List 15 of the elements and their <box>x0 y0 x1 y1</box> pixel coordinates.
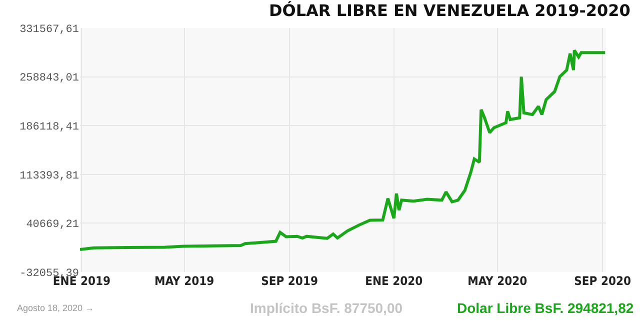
y-tick-label: 113393,81 <box>20 170 80 182</box>
x-tick-label: SEP 2019 <box>261 274 318 288</box>
text: Agosto 18, 2020 → <box>17 303 94 313</box>
y-tick-label: 258843,01 <box>20 72 80 85</box>
x-tick-label: MAY 2019 <box>154 274 214 288</box>
text: Implícito BsF. 87750,00 <box>250 300 403 316</box>
chart-title: DÓLAR LIBRE EN VENEZUELA 2019-2020 <box>268 1 630 20</box>
x-tick-label: SEP 2020 <box>574 274 632 288</box>
y-tick-label: 186118,41 <box>20 121 80 134</box>
text: Dolar Libre BsF. 294821,82 <box>457 300 634 316</box>
y-tick-label: 331567,61 <box>20 24 80 36</box>
x-tick-label: ENE 2020 <box>365 274 423 288</box>
y-tick-label: 40669,21 <box>26 219 80 232</box>
x-tick-label: MAY 2020 <box>468 274 528 288</box>
line-series <box>80 48 606 252</box>
